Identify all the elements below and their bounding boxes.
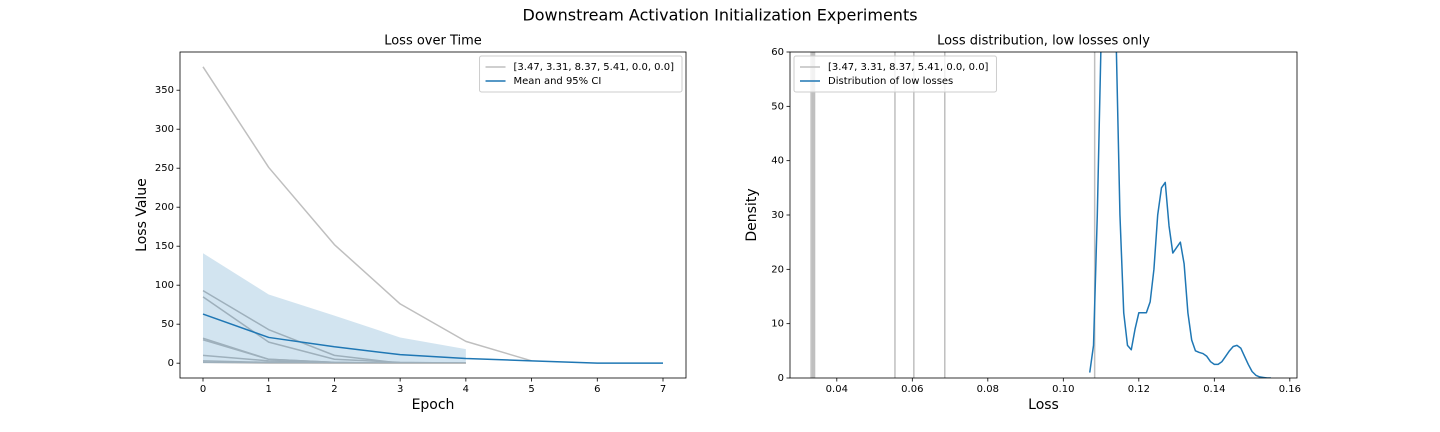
axes-frame — [179, 51, 687, 379]
y-tick-label: 300 — [155, 124, 174, 135]
axes-frame — [789, 51, 1298, 379]
x-tick-label: 4 — [463, 384, 469, 395]
x-tick-label: 1 — [266, 384, 272, 395]
legend-label: Mean and 95% CI — [514, 76, 602, 87]
x-tick-label: 0.16 — [1279, 384, 1301, 395]
legend-label: Distribution of low losses — [828, 76, 953, 87]
y-tick-label: 0 — [168, 358, 174, 369]
legend: [3.47, 3.31, 8.37, 5.41, 0.0, 0.0] Distri… — [793, 55, 997, 93]
series-line — [1089, 52, 1271, 378]
x-tick-label: 0.08 — [977, 384, 999, 395]
legend-label: [3.47, 3.31, 8.37, 5.41, 0.0, 0.0] — [514, 62, 675, 73]
y-tick-label: 40 — [771, 156, 784, 167]
legend: [3.47, 3.31, 8.37, 5.41, 0.0, 0.0] Mean a… — [479, 55, 683, 93]
y-tick-label: 50 — [161, 319, 174, 330]
y-axis-label: Loss Value — [134, 178, 150, 252]
plot-area — [810, 52, 1271, 378]
x-tick-label: 0 — [200, 384, 206, 395]
confidence-band — [203, 253, 466, 364]
x-tick-label: 2 — [331, 384, 337, 395]
legend-box — [793, 55, 997, 93]
x-tick-label: 5 — [528, 384, 534, 395]
x-axis-label: Loss — [1028, 397, 1059, 413]
plot-area — [202, 66, 663, 364]
y-tick-label: 30 — [771, 210, 784, 221]
y-tick-label: 200 — [155, 202, 174, 213]
axes-title: Loss over Time — [384, 34, 482, 49]
x-tick-label: 0.06 — [901, 384, 923, 395]
x-axis-label: Epoch — [412, 397, 455, 413]
figure-title: Downstream Activation Initialization Exp… — [522, 6, 917, 25]
y-tick-label: 150 — [155, 241, 174, 252]
y-tick-label: 250 — [155, 163, 174, 174]
y-tick-label: 350 — [155, 85, 174, 96]
x-tick-label: 6 — [594, 384, 600, 395]
axes-title: Loss distribution, low losses only — [937, 34, 1150, 49]
series-line — [202, 313, 663, 364]
y-tick-label: 20 — [771, 264, 784, 275]
series-line — [202, 361, 466, 364]
y-tick-label: 10 — [771, 319, 784, 330]
y-tick-label: 60 — [771, 47, 784, 58]
legend-label: [3.47, 3.31, 8.37, 5.41, 0.0, 0.0] — [828, 62, 989, 73]
series-line — [202, 66, 532, 362]
y-axis-label: Density — [744, 188, 760, 241]
x-tick-label: 0.10 — [1052, 384, 1074, 395]
x-tick-label: 0.12 — [1128, 384, 1150, 395]
x-tick-label: 0.04 — [826, 384, 848, 395]
x-tick-label: 3 — [397, 384, 403, 395]
y-tick-label: 100 — [155, 280, 174, 291]
x-tick-label: 7 — [660, 384, 666, 395]
x-tick-label: 0.14 — [1203, 384, 1225, 395]
y-tick-label: 50 — [771, 101, 784, 112]
y-tick-label: 0 — [778, 373, 784, 384]
legend-box — [479, 55, 683, 93]
